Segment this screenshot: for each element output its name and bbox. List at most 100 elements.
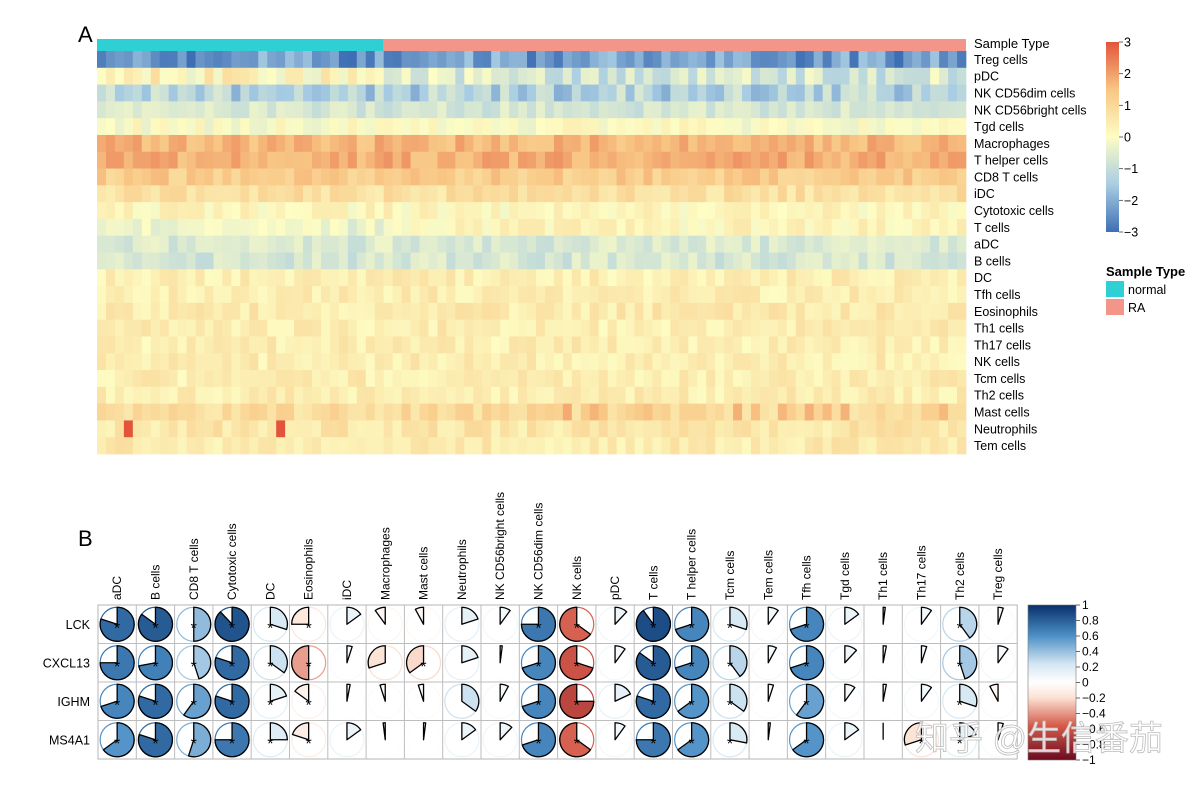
heatmap-cell [356, 336, 367, 354]
heatmap-cell [518, 202, 528, 220]
heatmap-cell [589, 118, 600, 136]
heatmap-cell [473, 252, 483, 270]
heatmap-cell [338, 185, 349, 203]
heatmap-cell [759, 101, 770, 119]
heatmap-cell [132, 134, 143, 153]
heatmap-cell [903, 252, 913, 270]
heatmap-cell [939, 67, 949, 85]
heatmap-cell [759, 218, 770, 237]
heatmap-cell [876, 168, 886, 186]
heatmap-cell [768, 67, 779, 85]
heatmap-cell [625, 134, 635, 153]
heatmap-cell [715, 420, 725, 438]
heatmap-cell [365, 235, 376, 253]
heatmap-cell [697, 118, 707, 136]
significance-mark: * [727, 620, 733, 637]
heatmap-cell [867, 437, 877, 455]
heatmap-cell [571, 202, 582, 220]
heatmap-cell [365, 202, 376, 220]
heatmap-cell [428, 252, 438, 270]
heatmap-cell [912, 269, 922, 287]
heatmap-cell [365, 269, 376, 287]
heatmap-cell [786, 151, 797, 169]
heatmap-cell [616, 118, 626, 136]
heatmap-cell [338, 168, 349, 186]
significance-mark: * [689, 736, 695, 753]
heatmap-cell [428, 319, 438, 337]
heatmap-cell [500, 218, 510, 237]
heatmap-cell [419, 168, 429, 186]
heatmap-cell [903, 151, 913, 169]
heatmap-cell [670, 51, 680, 69]
heatmap-cell [544, 302, 555, 321]
heatmap-cell [679, 118, 689, 136]
heatmap-cell [813, 353, 824, 371]
heatmap-cell [733, 185, 743, 203]
heatmap-cell [921, 403, 931, 421]
heatmap-cell [150, 353, 161, 371]
heatmap-cell [177, 420, 187, 438]
heatmap-cell [894, 437, 904, 455]
heatmap-cell [930, 185, 940, 203]
column-label: iDC [340, 580, 354, 600]
heatmap-cell [733, 218, 743, 237]
heatmap-cell [580, 420, 591, 438]
heatmap-cell [589, 420, 600, 438]
heatmap-cell [446, 118, 456, 136]
heatmap-cell [491, 185, 501, 203]
heatmap-cell [365, 151, 376, 169]
heatmap-cell [652, 202, 662, 220]
heatmap-cell [867, 336, 877, 354]
heatmap-cell [437, 51, 447, 69]
heatmap-cell [858, 336, 868, 354]
significance-mark: * [535, 620, 541, 637]
heatmap-cell [768, 286, 779, 304]
heatmap-cell [777, 252, 788, 270]
heatmap-cell [204, 185, 214, 203]
heatmap-cell [957, 218, 967, 237]
heatmap-cell [213, 51, 223, 69]
heatmap-cell [849, 370, 859, 388]
heatmap-cell [804, 437, 815, 455]
heatmap-cell [930, 218, 940, 237]
heatmap-cell [320, 151, 331, 169]
heatmap-cell [643, 319, 653, 337]
heatmap-cell [401, 168, 411, 186]
heatmap-cell [132, 84, 143, 102]
colorbar-tick-label: −1 [1082, 753, 1096, 767]
heatmap-cell [697, 101, 707, 119]
colorbar-tick-label: 1 [1082, 598, 1089, 612]
heatmap-cell [894, 84, 904, 102]
heatmap-cell [580, 101, 591, 119]
correlation-pie: * [942, 683, 978, 719]
heatmap-cell [544, 252, 555, 270]
heatmap-cell [858, 202, 868, 220]
heatmap-cell [150, 370, 161, 388]
heatmap-cell [168, 302, 178, 321]
heatmap-cell [616, 437, 626, 455]
heatmap-cell [294, 168, 304, 186]
heatmap-cell [320, 420, 331, 438]
correlation-pie [865, 683, 901, 719]
heatmap-cell [795, 269, 806, 287]
heatmap-cell [813, 168, 824, 186]
heatmap-cell [948, 302, 958, 321]
heatmap-cell [679, 252, 689, 270]
heatmap-cell [544, 370, 555, 388]
heatmap-cell [831, 151, 841, 169]
heatmap-cell [527, 437, 537, 455]
heatmap-cell [204, 336, 214, 354]
heatmap-cell [580, 353, 591, 371]
correlation-pie [865, 722, 901, 758]
correlation-pie: * [559, 722, 595, 758]
heatmap-cell [643, 168, 653, 186]
heatmap-cell [392, 101, 402, 119]
heatmap-cell [347, 101, 358, 119]
heatmap-cell [204, 151, 214, 169]
heatmap-cell [213, 151, 223, 169]
heatmap-cell [195, 185, 205, 203]
heatmap-cell [652, 386, 662, 404]
significance-mark: * [152, 697, 158, 714]
heatmap-cell [849, 235, 859, 253]
